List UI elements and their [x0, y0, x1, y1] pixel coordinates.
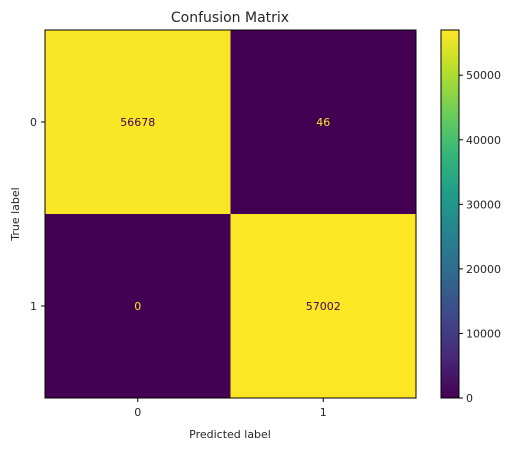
- x-tick-label: 0: [134, 406, 141, 419]
- y-axis-label: True label: [9, 187, 22, 241]
- y-tick-label: 1: [30, 300, 37, 313]
- y-tick-label: 0: [30, 116, 37, 129]
- chart-title: Confusion Matrix: [171, 10, 289, 26]
- colorbar-ticks: 0 10000 20000 30000 40000 50000: [459, 69, 501, 405]
- heatmap-cell: [230, 214, 417, 399]
- colorbar-tick-label: 30000: [466, 198, 501, 211]
- heatmap-frame: [44, 29, 417, 399]
- heatmap-cell: [45, 214, 231, 399]
- colorbar-tick-label: 20000: [466, 263, 501, 276]
- heatmap-cell-labels: 56678 46 0 57002: [120, 116, 341, 313]
- heatmap-cell: [45, 30, 231, 215]
- y-axis-ticks: 01: [30, 116, 45, 313]
- heatmap-cell: [230, 30, 417, 215]
- colorbar-tick-label: 10000: [466, 327, 501, 340]
- colorbar: [440, 29, 460, 399]
- colorbar-tick-label: 0: [466, 392, 473, 405]
- cell-value-label: 57002: [306, 300, 341, 313]
- cell-value-label: 56678: [120, 116, 155, 129]
- cell-value-label: 0: [134, 300, 141, 313]
- heatmap-cells: [45, 30, 417, 399]
- x-axis-label: Predicted label: [189, 428, 271, 441]
- cell-value-label: 46: [316, 116, 330, 129]
- colorbar-tick-label: 40000: [466, 134, 501, 147]
- x-tick-label: 1: [320, 406, 327, 419]
- colorbar-tick-label: 50000: [466, 69, 501, 82]
